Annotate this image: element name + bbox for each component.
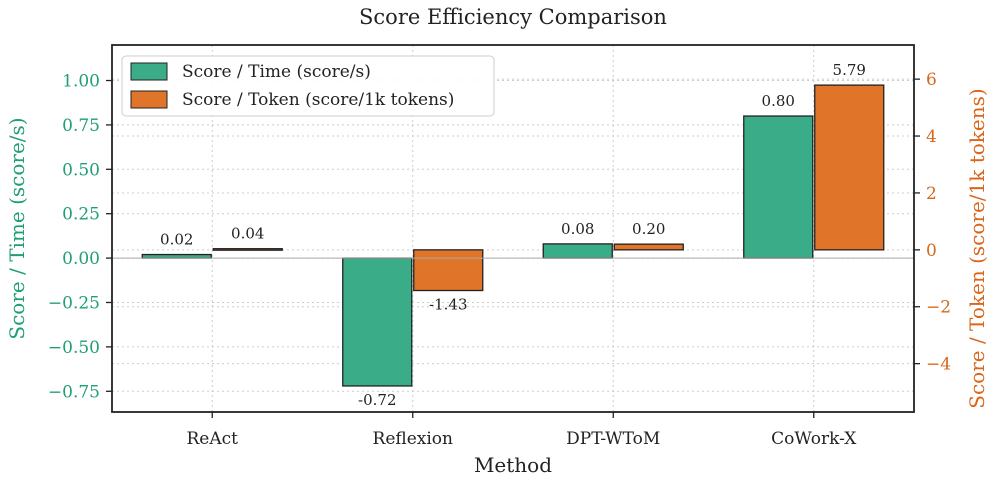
bar-score-token-cowork-x — [814, 84, 885, 251]
bar-label: 5.79 — [833, 61, 866, 79]
left-tick-label: 0.25 — [62, 205, 100, 225]
left-tick-label: 0.00 — [62, 249, 100, 269]
legend: Score / Time (score/s) Score / Token (sc… — [121, 55, 495, 117]
x-tick-label: ReAct — [187, 429, 239, 449]
legend-swatch-score-token — [130, 90, 168, 109]
x-axis-title: Method — [474, 453, 552, 477]
bar-score-token-react — [212, 248, 283, 251]
right-tick-label: 2 — [926, 184, 937, 204]
bar-label: 0.02 — [160, 231, 193, 249]
x-tick-label: Reflexion — [373, 429, 454, 449]
legend-swatch-score-time — [130, 62, 168, 81]
legend-box — [121, 55, 495, 117]
left-tick-label: −0.75 — [48, 382, 100, 402]
left-axis-title: Score / Time (score/s) — [5, 117, 29, 339]
bar-score-time-reflexion — [342, 257, 413, 387]
bar-score-time-react — [141, 253, 212, 259]
legend-label-score-token: Score / Token (score/1k tokens) — [182, 90, 454, 110]
plot-frame — [111, 44, 915, 413]
right-axis-title: Score / Token (score/1k tokens) — [965, 88, 989, 408]
right-tick-label: −2 — [926, 298, 951, 318]
legend-label-score-time: Score / Time (score/s) — [182, 62, 371, 82]
right-tick-label: 6 — [926, 70, 937, 90]
right-tick-label: −4 — [926, 355, 951, 375]
x-axis: ReAct Reflexion DPT-WToM CoWork-X — [187, 412, 857, 449]
x-tick-label: CoWork-X — [771, 429, 857, 449]
bar-label: 0.08 — [561, 220, 594, 238]
x-tick-label: DPT-WToM — [566, 429, 660, 449]
right-axis: 6 4 2 0 −2 −4 — [914, 70, 951, 375]
bar-label: 0.20 — [632, 220, 665, 238]
left-tick-label: −0.25 — [48, 293, 100, 313]
bar-label: 0.04 — [231, 225, 264, 243]
bar-label: -0.72 — [358, 391, 396, 409]
right-tick-label: 0 — [926, 241, 937, 261]
bar-score-token-dpt-wtom — [613, 243, 684, 251]
chart-title: Score Efficiency Comparison — [359, 5, 667, 29]
bar-score-time-cowork-x — [743, 115, 814, 259]
right-tick-label: 4 — [926, 127, 937, 147]
bar-score-token-reflexion — [413, 249, 484, 292]
left-axis: 1.00 0.75 0.50 0.25 0.00 −0.25 −0.50 −0.75 — [48, 72, 112, 402]
bars — [141, 84, 885, 387]
bar-labels: 0.02 -0.72 0.08 0.80 0.04 -1.43 0.20 5.79 — [160, 61, 866, 409]
bar-score-time-dpt-wtom — [542, 243, 613, 259]
bar-label: 0.80 — [762, 92, 795, 110]
left-tick-label: 0.75 — [62, 116, 100, 136]
left-tick-label: −0.50 — [48, 338, 100, 358]
left-tick-label: 1.00 — [62, 72, 100, 92]
bar-label: -1.43 — [429, 296, 467, 314]
left-tick-label: 0.50 — [62, 160, 100, 180]
